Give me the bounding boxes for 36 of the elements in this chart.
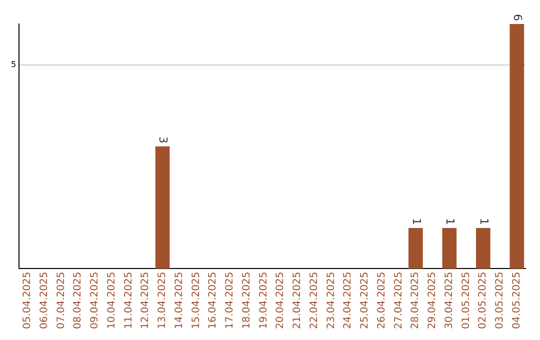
data-label: 6 <box>511 14 524 21</box>
x-tick-label: 06.04.2025 <box>38 272 50 330</box>
x-tick-label: 17.04.2025 <box>224 272 236 330</box>
x-tick-label: 27.04.2025 <box>393 272 404 330</box>
x-tick-label: 10.04.2025 <box>106 272 118 330</box>
x-tick-label: 01.05.2025 <box>460 272 472 330</box>
x-tick-label: 30.04.2025 <box>444 272 455 330</box>
x-tick-label: 28.04.2025 <box>410 272 422 330</box>
x-tick-label: 24.04.2025 <box>342 272 354 330</box>
data-label: 1 <box>444 218 457 225</box>
x-tick-label: 14.04.2025 <box>174 272 185 330</box>
x-tick-label: 04.05.2025 <box>511 272 522 330</box>
x-tick-label: 02.05.2025 <box>478 272 489 330</box>
y-tick-label: 5 <box>10 60 16 69</box>
x-tick-label: 26.04.2025 <box>376 272 388 330</box>
x-tick-label: 08.04.2025 <box>72 272 84 330</box>
data-label: 3 <box>156 136 170 144</box>
x-tick-label: 29.04.2025 <box>427 272 438 330</box>
x-tick-label: 09.04.2025 <box>90 272 101 330</box>
x-tick-label: 20.04.2025 <box>275 272 286 330</box>
x-tick-label: 03.05.2025 <box>494 272 506 330</box>
x-tick-label: 13.04.2025 <box>157 272 168 330</box>
data-label: 1 <box>477 218 490 225</box>
x-tick-label: 16.04.2025 <box>208 272 219 330</box>
x-tick-label: 11.04.2025 <box>123 272 134 330</box>
x-tick-label: 22.04.2025 <box>308 272 320 330</box>
x-tick-label: 19.04.2025 <box>258 272 270 330</box>
x-tick-label: 12.04.2025 <box>140 272 152 330</box>
x-tick-label: 21.04.2025 <box>292 272 304 330</box>
x-tick-label: 18.04.2025 <box>241 272 252 330</box>
x-tick-label: 15.04.2025 <box>190 272 202 330</box>
x-tick-label: 07.04.2025 <box>56 272 67 330</box>
x-tick-label: 25.04.2025 <box>360 272 371 330</box>
data-label: 1 <box>410 218 423 225</box>
x-tick-label: 23.04.2025 <box>326 272 337 330</box>
x-tick-label: 05.04.2025 <box>22 272 34 330</box>
